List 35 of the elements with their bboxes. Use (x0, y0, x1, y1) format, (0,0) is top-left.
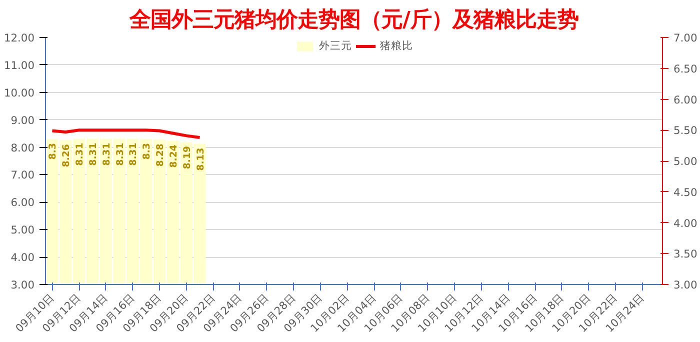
chart-title: 全国外三元猪均价走势图（元/斤）及猪粮比走势 (128, 8, 578, 32)
y-tick-label: 7.00 (10, 168, 35, 182)
y2-tick-label: 3.50 (674, 248, 698, 261)
y2-tick-label: 3.00 (674, 278, 698, 292)
data-label: 8.19 (182, 146, 193, 170)
data-label: 8.31 (88, 142, 99, 166)
y-tick-label: 12.00 (4, 32, 35, 44)
data-label: 8.24 (168, 144, 180, 168)
y2-tick-label: 6.00 (674, 93, 698, 106)
y-tick-label: 4.00 (10, 251, 35, 264)
y2-tick-label: 5.00 (674, 155, 698, 168)
data-label: 8.31 (128, 142, 140, 166)
y2-tick-label: 5.50 (674, 124, 698, 138)
y-tick-label: 10.00 (4, 86, 35, 100)
y2-tick-label: 4.50 (674, 186, 698, 199)
y-tick-label: 8.00 (10, 141, 35, 154)
y-tick-label: 5.00 (10, 224, 35, 237)
y2-tick-label: 4.00 (674, 216, 698, 230)
line-series (50, 128, 202, 140)
y-tick-label: 9.00 (10, 114, 35, 127)
y2-tick-label: 7.00 (674, 32, 698, 44)
y-tick-label: 6.00 (10, 196, 35, 210)
data-label: 8.28 (155, 144, 166, 167)
legend-label: 外三元 (319, 39, 352, 53)
data-label: 8.3 (48, 143, 59, 160)
y-tick-label: 3.00 (10, 278, 35, 292)
legend-label: 猪粮比 (380, 39, 413, 53)
data-label: 8.26 (61, 144, 72, 168)
y-tick-label: 11.00 (4, 58, 35, 72)
data-label: 8.13 (195, 148, 206, 171)
data-label: 8.31 (114, 142, 126, 166)
data-label: 8.3 (142, 143, 153, 160)
data-label: 8.31 (101, 142, 112, 166)
data-label: 8.31 (74, 142, 86, 166)
y2-tick-label: 6.50 (674, 62, 698, 76)
